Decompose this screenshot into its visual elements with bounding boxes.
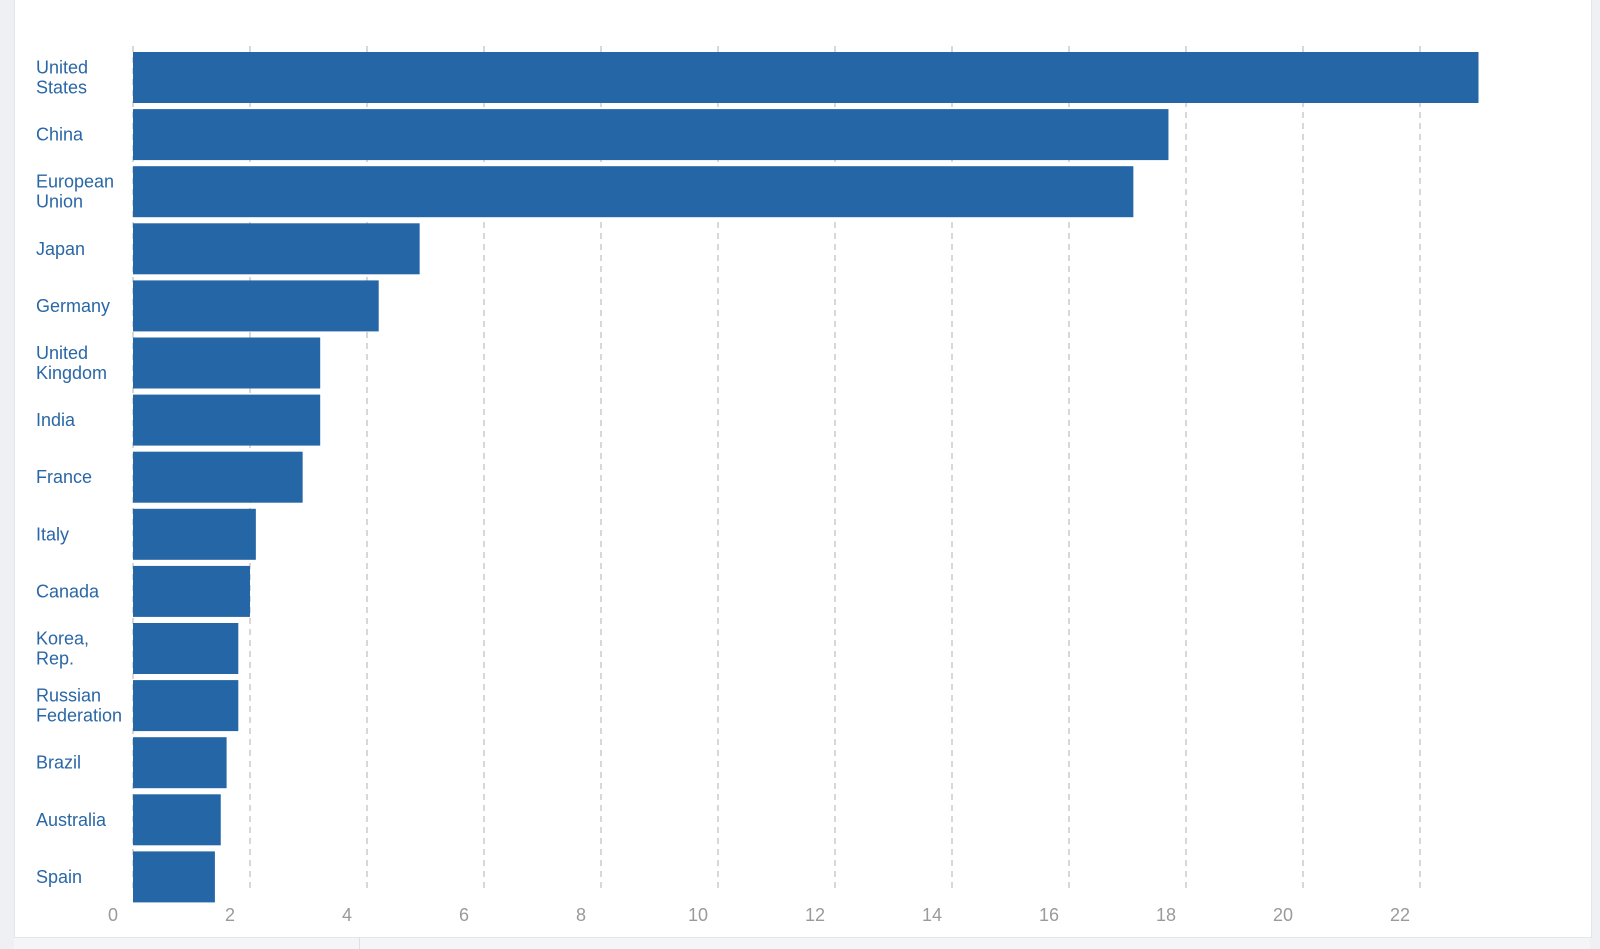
- category-label: India: [36, 410, 76, 430]
- category-label: Brazil: [36, 753, 81, 773]
- category-label: Korea, Rep.: [36, 629, 89, 669]
- category-label: United States: [36, 58, 88, 98]
- bar-european-union[interactable]: [133, 166, 1134, 218]
- category-label: France: [36, 467, 92, 487]
- x-tick-label: 2: [225, 905, 235, 925]
- x-tick-label: 16: [1039, 905, 1059, 925]
- category-label: Japan: [36, 239, 85, 259]
- bar-united-kingdom[interactable]: [133, 337, 321, 389]
- x-tick-label: 10: [688, 905, 708, 925]
- category-label: Spain: [36, 867, 82, 887]
- x-tick-label: 0: [108, 905, 118, 925]
- footer-divider: [359, 938, 360, 949]
- x-tick-label: 12: [805, 905, 825, 925]
- bar-korea-rep[interactable]: [133, 623, 239, 674]
- bar-germany[interactable]: [133, 280, 379, 332]
- x-tick-label: 4: [342, 905, 352, 925]
- bar-united-states[interactable]: [133, 52, 1479, 103]
- bar-russian-federation[interactable]: [133, 680, 239, 732]
- category-label: European Union: [36, 172, 114, 212]
- bar-china[interactable]: [133, 109, 1169, 161]
- x-tick-label: 20: [1273, 905, 1293, 925]
- bar-canada[interactable]: [133, 565, 250, 617]
- x-tick-label: 18: [1156, 905, 1176, 925]
- x-tick-label: 8: [576, 905, 586, 925]
- footer-strip: [14, 938, 1590, 949]
- category-label: Russian Federation: [36, 686, 122, 726]
- category-label: Italy: [36, 524, 69, 544]
- bar-france[interactable]: [133, 451, 303, 503]
- x-tick-label: 6: [459, 905, 469, 925]
- x-tick-label: 22: [1390, 905, 1410, 925]
- bars: [133, 52, 1479, 903]
- bar-japan[interactable]: [133, 223, 420, 275]
- category-label: Canada: [36, 581, 100, 601]
- category-label: United Kingdom: [36, 343, 107, 383]
- bar-india[interactable]: [133, 394, 321, 446]
- bar-australia[interactable]: [133, 794, 221, 846]
- x-axis-ticks: 0 2 4 6 8 10 12 14 16 18 20 22: [108, 905, 1410, 925]
- x-tick-label: 14: [922, 905, 942, 925]
- category-label: Germany: [36, 296, 110, 316]
- category-labels: United States China European Union Japan Germa…: [36, 58, 122, 887]
- category-label: China: [36, 125, 84, 145]
- bar-italy[interactable]: [133, 508, 256, 560]
- bar-brazil[interactable]: [133, 737, 227, 789]
- category-label: Australia: [36, 810, 107, 830]
- bar-spain[interactable]: [133, 851, 215, 903]
